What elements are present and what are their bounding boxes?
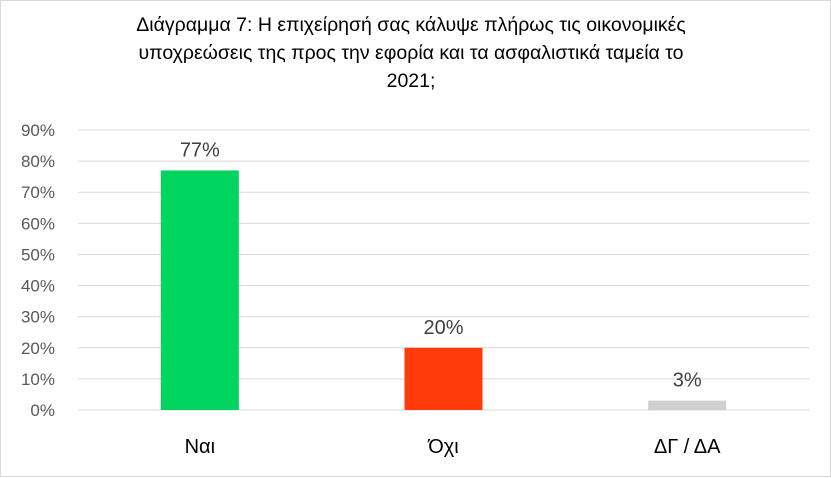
y-tick-label: 60% bbox=[21, 214, 55, 233]
x-category-label: Όχι bbox=[427, 436, 458, 458]
y-tick-label: 80% bbox=[21, 152, 55, 171]
bar bbox=[404, 347, 483, 410]
y-tick-label: 40% bbox=[21, 277, 55, 296]
data-label: 20% bbox=[423, 317, 463, 339]
y-tick-label: 0% bbox=[30, 401, 55, 420]
chart-title-line-1: Διάγραμμα 7: Η επιχείρησή σας κάλυψε πλή… bbox=[136, 14, 686, 36]
chart-title-line-3: 2021; bbox=[386, 70, 436, 92]
chart-title-line-2: υποχρεώσεις της προς την εφορία και τα α… bbox=[138, 42, 684, 64]
x-category-label: Ναι bbox=[185, 436, 215, 458]
chart-title: Διάγραμμα 7: Η επιχείρησή σας κάλυψε πλή… bbox=[61, 11, 761, 95]
y-tick-label: 30% bbox=[21, 308, 55, 327]
bar bbox=[160, 170, 239, 410]
x-category-label: ΔΓ / ΔΑ bbox=[654, 436, 721, 458]
y-tick-label: 70% bbox=[21, 183, 55, 202]
bar bbox=[648, 400, 727, 410]
y-tick-label: 20% bbox=[21, 339, 55, 358]
y-tick-label: 90% bbox=[21, 121, 55, 140]
data-label: 77% bbox=[180, 139, 220, 161]
y-tick-label: 10% bbox=[21, 370, 55, 389]
data-label: 3% bbox=[673, 370, 702, 392]
y-tick-label: 50% bbox=[21, 245, 55, 264]
